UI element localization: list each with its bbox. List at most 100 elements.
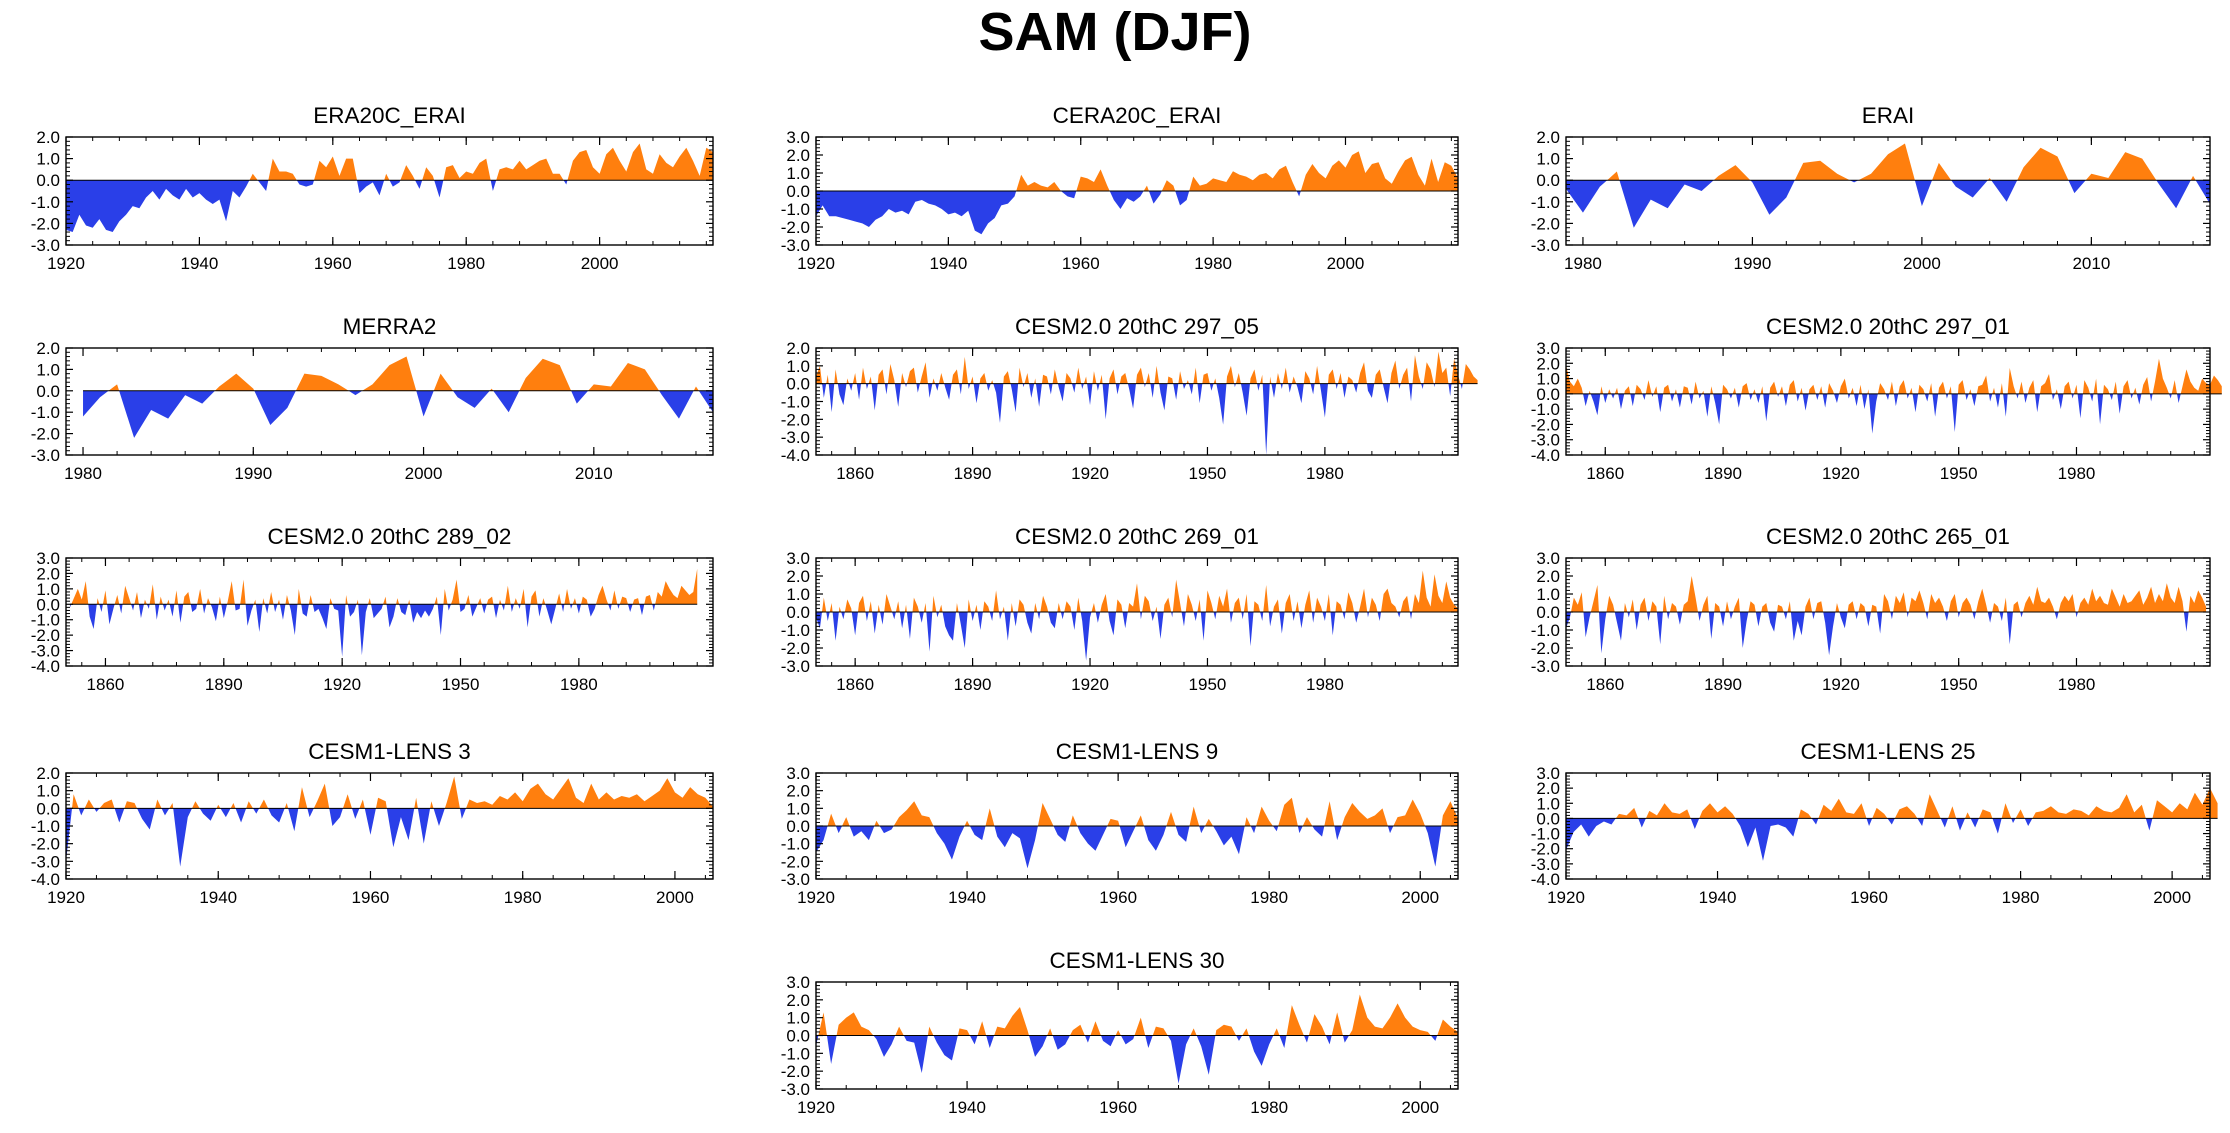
plot-frame bbox=[65, 772, 714, 880]
x-tick-label: 1860 bbox=[836, 675, 874, 694]
y-tick-label: -3.0 bbox=[1531, 431, 1560, 450]
x-tick-label: 1980 bbox=[2058, 464, 2096, 483]
positive-area bbox=[69, 568, 698, 605]
y-tick-label: 3.0 bbox=[1536, 339, 1560, 358]
x-tick-label: 1960 bbox=[314, 254, 352, 273]
plot-frame bbox=[1565, 347, 2211, 456]
y-tick-label: 1.0 bbox=[786, 585, 810, 604]
x-tick-label: 1980 bbox=[1250, 888, 1288, 907]
positive-area bbox=[1566, 358, 2222, 394]
positive-area bbox=[816, 151, 1458, 191]
y-tick-label: -1.0 bbox=[31, 611, 60, 630]
y-tick-label: -3.0 bbox=[781, 657, 810, 676]
x-tick-label: 1940 bbox=[199, 888, 237, 907]
y-tick-label: -4.0 bbox=[31, 870, 60, 889]
y-tick-label: 0.0 bbox=[1536, 171, 1560, 190]
positive-area bbox=[66, 143, 713, 181]
y-tick-label: 2.0 bbox=[36, 564, 60, 583]
y-tick-label: -1.0 bbox=[781, 621, 810, 640]
x-tick-label: 1990 bbox=[1734, 254, 1772, 273]
y-tick-label: 1.0 bbox=[786, 799, 810, 818]
y-tick-label: 1.0 bbox=[36, 580, 60, 599]
x-tick-label: 1950 bbox=[1189, 464, 1227, 483]
y-tick-label: -2.0 bbox=[781, 639, 810, 658]
panel-title: CESM2.0 20thC 297_05 bbox=[1015, 314, 1259, 339]
y-tick-label: 0.0 bbox=[36, 595, 60, 614]
y-tick-label: 0.0 bbox=[36, 171, 60, 190]
x-tick-label: 1960 bbox=[1099, 1098, 1137, 1117]
panel-13: CESM1-LENS 30 3.02.01.00.0-1.0-2.0-3.0192… bbox=[781, 948, 1459, 1117]
y-tick-label: -3.0 bbox=[781, 1080, 810, 1099]
x-tick-label: 1940 bbox=[180, 254, 218, 273]
x-tick-label: 1960 bbox=[1099, 888, 1137, 907]
x-tick-label: 1980 bbox=[447, 254, 485, 273]
y-tick-label: 0.0 bbox=[786, 603, 810, 622]
y-tick-label: -4.0 bbox=[1531, 446, 1560, 465]
panel-title: CESM2.0 20thC 289_02 bbox=[268, 524, 512, 549]
y-tick-label: 1.0 bbox=[36, 150, 60, 169]
y-tick-label: 0.0 bbox=[36, 799, 60, 818]
y-tick-label: -2.0 bbox=[1531, 214, 1560, 233]
y-tick-label: -2.0 bbox=[31, 835, 60, 854]
negative-area bbox=[83, 390, 713, 438]
y-tick-label: -3.0 bbox=[781, 870, 810, 889]
y-tick-label: -2.0 bbox=[31, 626, 60, 645]
y-tick-label: 1.0 bbox=[1536, 794, 1560, 813]
x-tick-label: 1940 bbox=[948, 888, 986, 907]
x-tick-label: 1950 bbox=[1940, 675, 1978, 694]
y-tick-label: 1.0 bbox=[786, 164, 810, 183]
y-tick-label: 2.0 bbox=[1536, 354, 1560, 373]
x-tick-label: 1920 bbox=[1071, 464, 1109, 483]
x-tick-label: 1950 bbox=[442, 675, 480, 694]
x-tick-label: 2000 bbox=[1401, 1098, 1439, 1117]
y-tick-label: -4.0 bbox=[31, 657, 60, 676]
y-tick-label: 3.0 bbox=[786, 764, 810, 783]
y-tick-label: -1.0 bbox=[781, 835, 810, 854]
x-tick-label: 1950 bbox=[1940, 464, 1978, 483]
x-tick-label: 2000 bbox=[656, 888, 694, 907]
x-tick-label: 1980 bbox=[2002, 888, 2040, 907]
positive-area bbox=[83, 356, 713, 391]
x-tick-label: 2010 bbox=[575, 464, 613, 483]
y-tick-label: 3.0 bbox=[1536, 549, 1560, 568]
positive-area bbox=[1566, 576, 2207, 612]
x-tick-label: 2000 bbox=[405, 464, 443, 483]
positive-area bbox=[816, 570, 1458, 612]
y-tick-label: 1.0 bbox=[36, 782, 60, 801]
y-tick-label: 2.0 bbox=[1536, 779, 1560, 798]
x-tick-label: 1980 bbox=[1194, 254, 1232, 273]
negative-area bbox=[66, 808, 713, 867]
y-tick-label: 0.0 bbox=[36, 382, 60, 401]
y-tick-label: 2.0 bbox=[1536, 567, 1560, 586]
positive-area bbox=[1566, 788, 2218, 819]
x-tick-label: 1920 bbox=[323, 675, 361, 694]
y-tick-label: -3.0 bbox=[31, 852, 60, 871]
panel-title: CESM2.0 20thC 269_01 bbox=[1015, 524, 1259, 549]
y-tick-label: 0.0 bbox=[786, 817, 810, 836]
panel-9: CESM2.0 20thC 265_01 3.02.01.00.0-1.0-2.0… bbox=[1531, 524, 2211, 694]
panel-title: CESM1-LENS 25 bbox=[1800, 739, 1975, 764]
x-tick-label: 1920 bbox=[47, 254, 85, 273]
plot-frame bbox=[815, 347, 1459, 456]
negative-area bbox=[1566, 180, 2210, 228]
x-tick-label: 1890 bbox=[205, 675, 243, 694]
y-tick-label: 2.0 bbox=[786, 991, 810, 1010]
panel-title: CESM2.0 20thC 297_01 bbox=[1766, 314, 2010, 339]
y-tick-label: -3.0 bbox=[31, 446, 60, 465]
panel-12: CESM1-LENS 25 3.02.01.00.0-1.0-2.0-3.0-4.… bbox=[1531, 739, 2218, 907]
plot-frame bbox=[1565, 772, 2211, 880]
plot-frame bbox=[65, 136, 714, 246]
x-tick-label: 1920 bbox=[797, 888, 835, 907]
y-tick-label: 3.0 bbox=[1536, 764, 1560, 783]
y-tick-label: 1.0 bbox=[786, 357, 810, 376]
negative-area bbox=[816, 612, 1458, 661]
x-tick-label: 1980 bbox=[1250, 1098, 1288, 1117]
y-tick-label: -2.0 bbox=[781, 852, 810, 871]
negative-area bbox=[66, 180, 713, 233]
panel-title: CESM1-LENS 30 bbox=[1049, 948, 1224, 973]
x-tick-label: 1960 bbox=[352, 888, 390, 907]
y-tick-label: -1.0 bbox=[31, 193, 60, 212]
panel-8: CESM2.0 20thC 269_01 3.02.01.00.0-1.0-2.0… bbox=[781, 524, 1459, 694]
panel-title: MERRA2 bbox=[343, 314, 437, 339]
